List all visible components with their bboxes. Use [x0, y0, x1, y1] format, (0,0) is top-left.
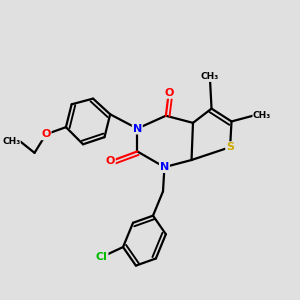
Text: CH₃: CH₃: [253, 111, 271, 120]
Text: N: N: [133, 124, 142, 134]
Text: O: O: [164, 88, 173, 98]
Text: N: N: [160, 162, 169, 172]
Text: O: O: [106, 156, 115, 167]
Text: Cl: Cl: [96, 252, 108, 262]
Text: S: S: [226, 142, 234, 152]
Text: CH₃: CH₃: [201, 73, 219, 82]
Text: O: O: [41, 129, 51, 139]
Text: CH₃: CH₃: [2, 137, 20, 146]
